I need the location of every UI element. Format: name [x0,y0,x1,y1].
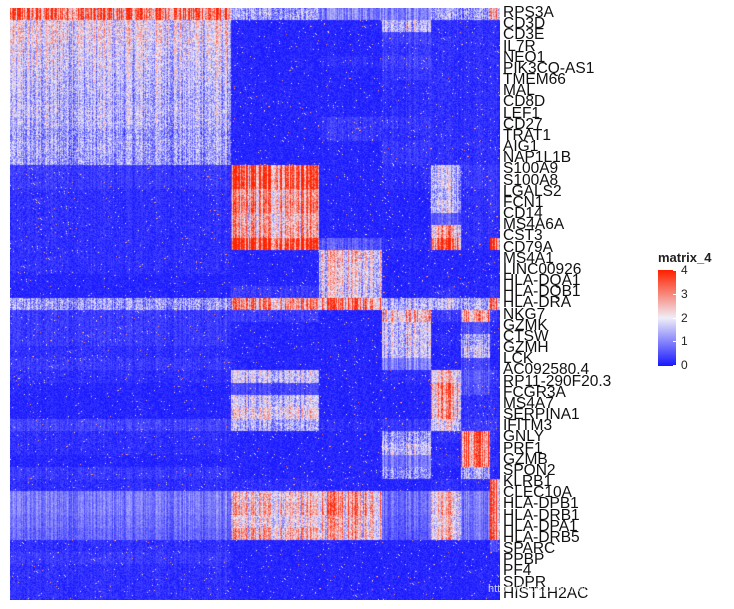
gene-label: CD14 [503,205,543,223]
gene-label: IFITM3 [503,417,553,435]
legend-tick-label: 2 [681,310,688,325]
legend-tick-label: 4 [681,263,688,277]
gene-label: HLA-DPA1 [503,517,578,535]
gene-label: FCN1 [503,193,544,211]
gene-label: SERPINA1 [503,406,580,424]
gene-label: CD3D [503,15,546,33]
gene-label: SPON2 [503,461,556,479]
gene-label: S100A9 [503,160,559,178]
heatmap [10,8,500,600]
gene-label: PIK3CQ-AS1 [503,59,595,77]
gene-label: HLA-DPB1 [503,495,579,513]
gene-label: PF4 [503,562,532,580]
gene-label: PRF1 [503,439,543,457]
gene-label: CD8D [503,93,546,111]
color-legend: matrix_4 4 3 2 1 0 [655,250,725,380]
gene-label: SDPR [503,573,547,591]
gene-label: HLA-DQA1 [503,272,581,290]
legend-tick-label: 0 [681,358,688,372]
gene-label: IL7R [503,37,536,55]
gene-label: HLA-DRB1 [503,506,580,524]
gene-label: CD3E [503,26,545,44]
legend-tickmark [673,293,677,295]
legend-tickmark [673,365,677,366]
gene-label: NEO1 [503,48,546,66]
gene-label: GZMB [503,450,548,468]
gene-label: AC092580.4 [503,361,590,379]
gene-label-column: RPS3A CD3D CD3E IL7R NEO1 PIK3CQ-AS1 TMEM66 MAL… [503,4,663,602]
gene-label: MS4A7 [503,394,554,412]
gene-label: LEF1 [503,104,541,122]
legend-tick-label: 3 [681,286,688,301]
watermark: https://blog.csdn.net [488,583,587,595]
gene-label: KLRB1 [503,473,553,491]
gene-label: HLA-DQB1 [503,283,581,301]
gene-label: HIST1H2AC [503,584,589,602]
gene-label: RP11-290F20.3 [503,372,612,390]
gene-label: AIG1 [503,138,539,156]
gene-label: GZMK [503,316,548,334]
gene-label: GZMH [503,339,549,357]
legend-colorbar [658,270,676,366]
gene-label: CST3 [503,227,543,245]
gene-label: LINC00926 [503,260,582,278]
gene-label: MS4A1 [503,249,554,267]
gene-label: SPARC [503,540,556,558]
gene-label: S100A8 [503,171,559,189]
legend-tickmark [673,317,677,319]
gene-label: HLA-DRA [503,294,572,312]
gene-label: CTSW [503,327,549,345]
legend-tickmark [673,341,677,343]
gene-label: NKG7 [503,305,546,323]
gene-label: LGALS2 [503,182,562,200]
gene-label: CLEC10A [503,484,572,502]
gene-label: RPS3A [503,4,554,21]
gene-label: GNLY [503,428,545,446]
gene-label: MAL [503,82,535,100]
legend-tickmark [673,270,677,271]
gene-label: PPBP [503,551,545,569]
gene-label: MS4A6A [503,216,565,234]
gene-label: HLA-DRB5 [503,528,580,546]
gene-label: CD79A [503,238,553,256]
gene-label: LCK [503,350,534,368]
heatmap-cells [10,8,500,600]
gene-label: TMEM66 [503,71,566,89]
legend-title: matrix_4 [658,250,712,265]
gene-label: TRAT1 [503,126,551,144]
legend-tick-label: 1 [681,334,688,349]
gene-label: NAP1L1B [503,149,572,167]
gene-label: CD27 [503,115,543,133]
gene-label: FCGR3A [503,383,566,401]
